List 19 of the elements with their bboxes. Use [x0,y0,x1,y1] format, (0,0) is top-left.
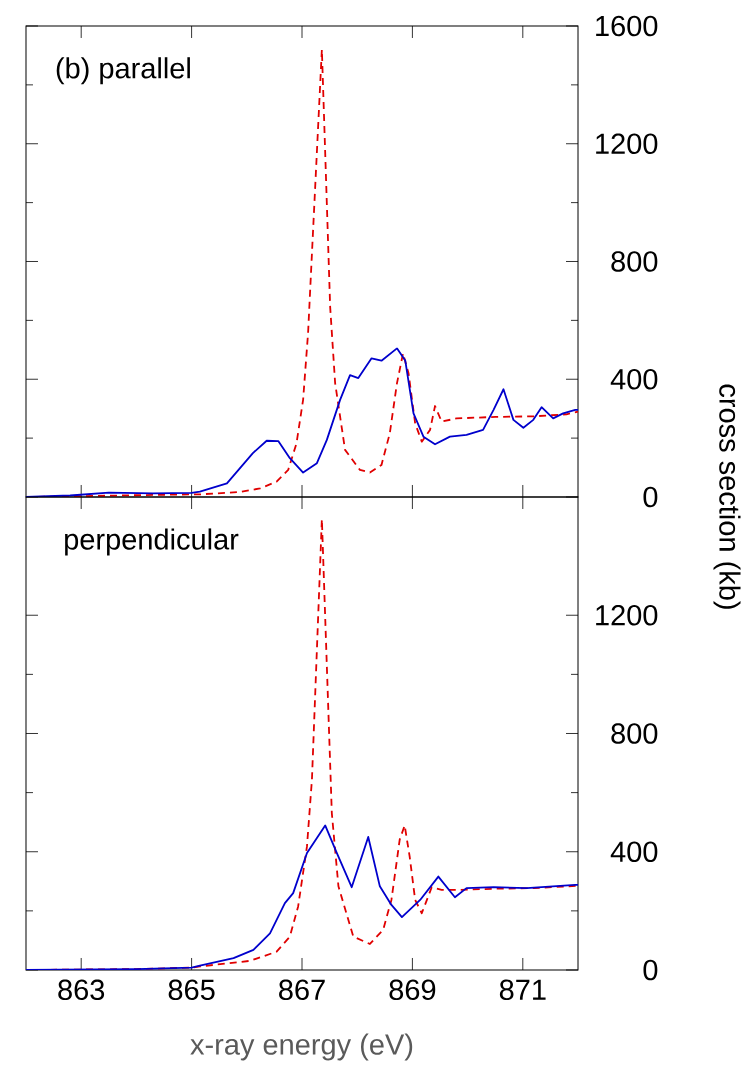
y-tick-label: 1200 [596,604,658,626]
y-tick-label: 1200 [596,133,658,154]
y-tick-label: 0 [643,486,658,508]
x-tick-label: 867 [279,979,325,1001]
y-tick-label: 0 [643,959,658,981]
y-tick-label: 800 [611,723,658,744]
y-axis-title: cross section (kb) [713,384,741,609]
y-tick-label: 400 [610,368,658,390]
x-tick-label: 869 [389,979,436,1001]
line-series [26,824,579,970]
annotation: perpendicular [65,528,239,556]
y-tick-label: 800 [611,251,658,272]
x-tick-label: 871 [499,979,546,1001]
x-tick-label: 863 [58,979,105,1001]
x-axis-title: x-ray energy (eV) [190,1033,413,1061]
y-tick-label: 1600 [596,15,658,37]
x-tick-label: 865 [168,979,215,1001]
y-tick-label: 400 [610,841,658,863]
annotation: (b) parallel [56,57,190,85]
